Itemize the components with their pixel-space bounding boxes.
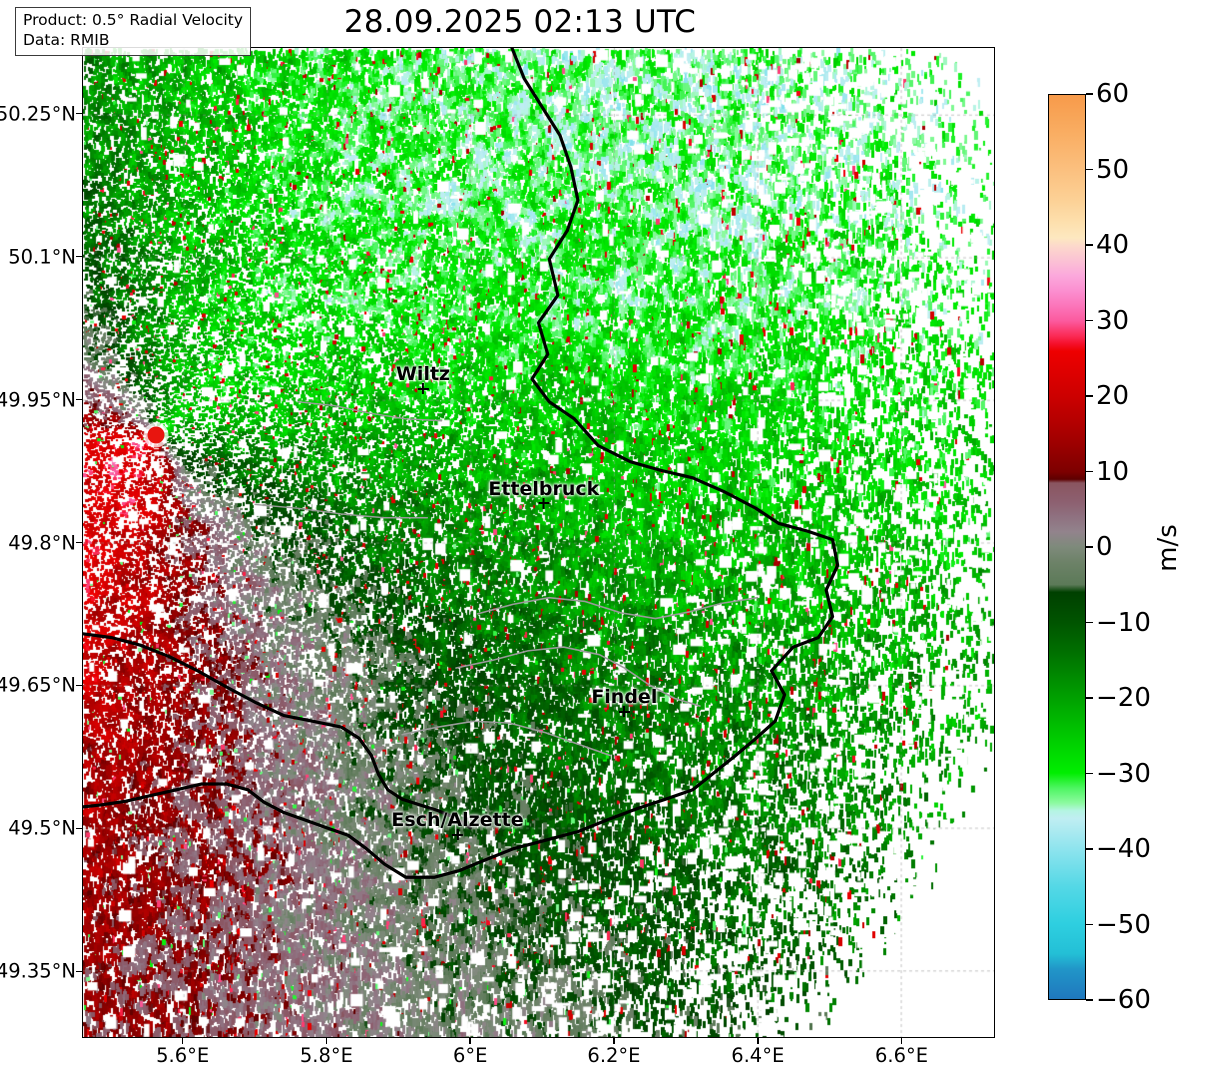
colorbar-tick-mark <box>1086 999 1093 1001</box>
colorbar-tick-label: 50 <box>1096 154 1130 185</box>
x-axis-tick-label: 6.6°E <box>874 1044 929 1067</box>
internal-boundary-2 <box>455 646 701 707</box>
colorbar-tick-label: −30 <box>1096 758 1151 789</box>
y-axis-tick-label: 49.35°N <box>0 959 76 983</box>
colorbar-tick-label: 10 <box>1096 456 1130 487</box>
x-axis-tick-mark <box>757 1038 759 1044</box>
national-border-luxembourg <box>83 229 840 879</box>
colorbar-tick-label: 20 <box>1096 381 1130 411</box>
colorbar-tick-label: −40 <box>1096 834 1151 864</box>
colorbar-tick-mark <box>1086 772 1093 775</box>
internal-boundary-1 <box>476 596 759 620</box>
colorbar-tick-label: −60 <box>1096 985 1151 1015</box>
internal-boundary-4 <box>297 401 443 422</box>
y-axis-tick-mark <box>76 970 82 973</box>
map-boundaries-layer <box>83 48 840 879</box>
y-axis-tick-label: 49.95°N <box>0 388 76 412</box>
colorbar-tick-mark <box>1086 319 1093 322</box>
x-axis-tick-label: 6.2°E <box>587 1044 641 1067</box>
colorbar-tick-label: 40 <box>1096 230 1130 260</box>
x-axis-tick-label: 6.4°E <box>731 1044 785 1067</box>
radar-plot-area[interactable]: Wiltz Ettelbruck Findel Esch/Alzette <box>82 47 995 1038</box>
y-axis-tick-label: 49.5°N <box>8 816 76 840</box>
colorbar-tick-mark <box>1086 395 1093 397</box>
y-axis-tick-label: 50.1°N <box>8 245 76 269</box>
radar-reflectivity-layer <box>83 48 994 1037</box>
colorbar-unit-label: m/s <box>1153 524 1183 572</box>
y-axis-tick-label: 49.8°N <box>8 531 76 554</box>
info-data-line: Data: RMIB <box>23 30 110 49</box>
colorbar-tick-mark <box>1086 470 1093 473</box>
page-title: 28.09.2025 02:13 UTC <box>344 4 696 40</box>
colorbar-tick-mark <box>1086 244 1093 246</box>
y-axis-tick-label: 49.65°N <box>0 673 76 697</box>
colorbar-tick-label: −20 <box>1096 683 1151 713</box>
internal-boundary-5 <box>254 503 429 519</box>
y-axis-tick-mark <box>76 827 82 830</box>
colorbar-tick-mark <box>1086 546 1093 548</box>
x-axis-tick-label: 5.8°E <box>299 1044 353 1067</box>
colorbar-gradient <box>1049 95 1085 999</box>
colorbar-tick-mark <box>1086 923 1093 926</box>
x-axis-tick-mark <box>325 1038 328 1044</box>
y-axis-tick-mark <box>76 255 82 258</box>
colorbar <box>1048 94 1086 1000</box>
colorbar-tick-label: 30 <box>1096 305 1130 336</box>
colorbar-tick-mark <box>1086 621 1093 624</box>
y-axis-tick-mark <box>76 541 82 544</box>
radar-site-marker[interactable] <box>147 426 165 444</box>
national-border-north <box>510 48 580 233</box>
product-info-box: Product: 0.5° Radial Velocity Data: RMIB <box>15 7 251 56</box>
colorbar-tick-label: −50 <box>1096 909 1151 940</box>
y-axis-tick-mark <box>76 112 82 115</box>
x-axis-tick-mark <box>469 1038 471 1044</box>
y-axis-tick-label: 50.25°N <box>0 102 76 126</box>
colorbar-tick-mark <box>1086 848 1093 850</box>
x-axis-tick-mark <box>900 1038 903 1044</box>
colorbar-tick-mark <box>1086 168 1093 171</box>
x-axis-tick-mark <box>613 1038 615 1044</box>
x-axis-tick-label: 5.6°E <box>156 1044 210 1067</box>
national-border-belgium-france <box>83 632 472 830</box>
colorbar-tick-label: 60 <box>1096 79 1130 109</box>
internal-boundary-3 <box>401 720 612 757</box>
x-axis-tick-mark <box>181 1038 184 1044</box>
y-axis-tick-mark <box>76 398 82 401</box>
y-axis-tick-mark <box>76 684 82 687</box>
colorbar-tick-label: 0 <box>1096 532 1113 562</box>
colorbar-tick-label: −10 <box>1096 607 1151 638</box>
colorbar-tick-mark <box>1086 93 1093 95</box>
x-axis-tick-label: 6°E <box>452 1044 488 1067</box>
colorbar-tick-mark <box>1086 697 1093 699</box>
info-product-line: Product: 0.5° Radial Velocity <box>23 11 243 29</box>
